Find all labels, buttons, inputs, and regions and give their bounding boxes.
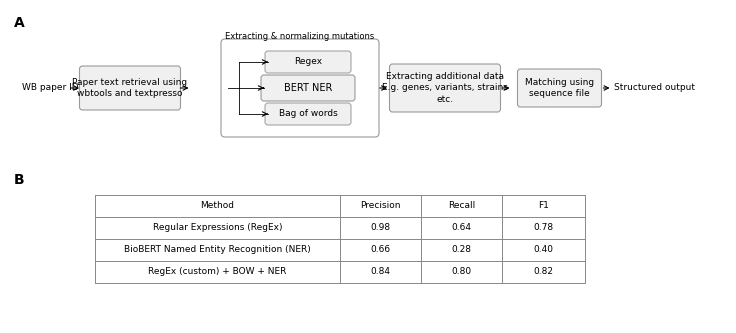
- FancyBboxPatch shape: [265, 103, 351, 125]
- Text: 0.28: 0.28: [451, 245, 471, 254]
- Text: 0.40: 0.40: [534, 245, 553, 254]
- Text: Recall: Recall: [447, 201, 475, 210]
- Text: F1: F1: [538, 201, 549, 210]
- FancyBboxPatch shape: [517, 69, 601, 107]
- Text: BioBERT Named Entity Recognition (NER): BioBERT Named Entity Recognition (NER): [124, 245, 311, 254]
- Text: B: B: [14, 173, 24, 187]
- Text: 0.98: 0.98: [370, 223, 391, 232]
- Text: Extracting additional data
E.g. genes, variants, strains
etc.: Extracting additional data E.g. genes, v…: [382, 72, 508, 104]
- Text: RegEx (custom) + BOW + NER: RegEx (custom) + BOW + NER: [149, 267, 287, 276]
- Text: Bag of words: Bag of words: [279, 110, 337, 119]
- Text: 0.64: 0.64: [451, 223, 471, 232]
- Text: 0.66: 0.66: [370, 245, 391, 254]
- Text: A: A: [14, 16, 25, 30]
- Text: 0.80: 0.80: [451, 267, 471, 276]
- Text: Extracting & normalizing mutations: Extracting & normalizing mutations: [225, 32, 375, 41]
- FancyBboxPatch shape: [221, 39, 379, 137]
- Text: Regular Expressions (RegEx): Regular Expressions (RegEx): [153, 223, 282, 232]
- Text: Precision: Precision: [360, 201, 400, 210]
- Text: Structured output: Structured output: [615, 84, 696, 93]
- Text: WB paper ID: WB paper ID: [22, 84, 79, 93]
- Text: 0.84: 0.84: [370, 267, 390, 276]
- FancyBboxPatch shape: [79, 66, 180, 110]
- FancyBboxPatch shape: [261, 75, 355, 101]
- Text: Matching using
sequence file: Matching using sequence file: [525, 78, 594, 98]
- Text: Regex: Regex: [294, 58, 322, 67]
- Text: 0.78: 0.78: [534, 223, 553, 232]
- FancyBboxPatch shape: [265, 51, 351, 73]
- FancyBboxPatch shape: [389, 64, 500, 112]
- Text: Paper text retrieval using
wbtools and textpresso: Paper text retrieval using wbtools and t…: [72, 78, 188, 98]
- Text: BERT NER: BERT NER: [284, 83, 332, 93]
- Text: 0.82: 0.82: [534, 267, 553, 276]
- Text: Method: Method: [200, 201, 235, 210]
